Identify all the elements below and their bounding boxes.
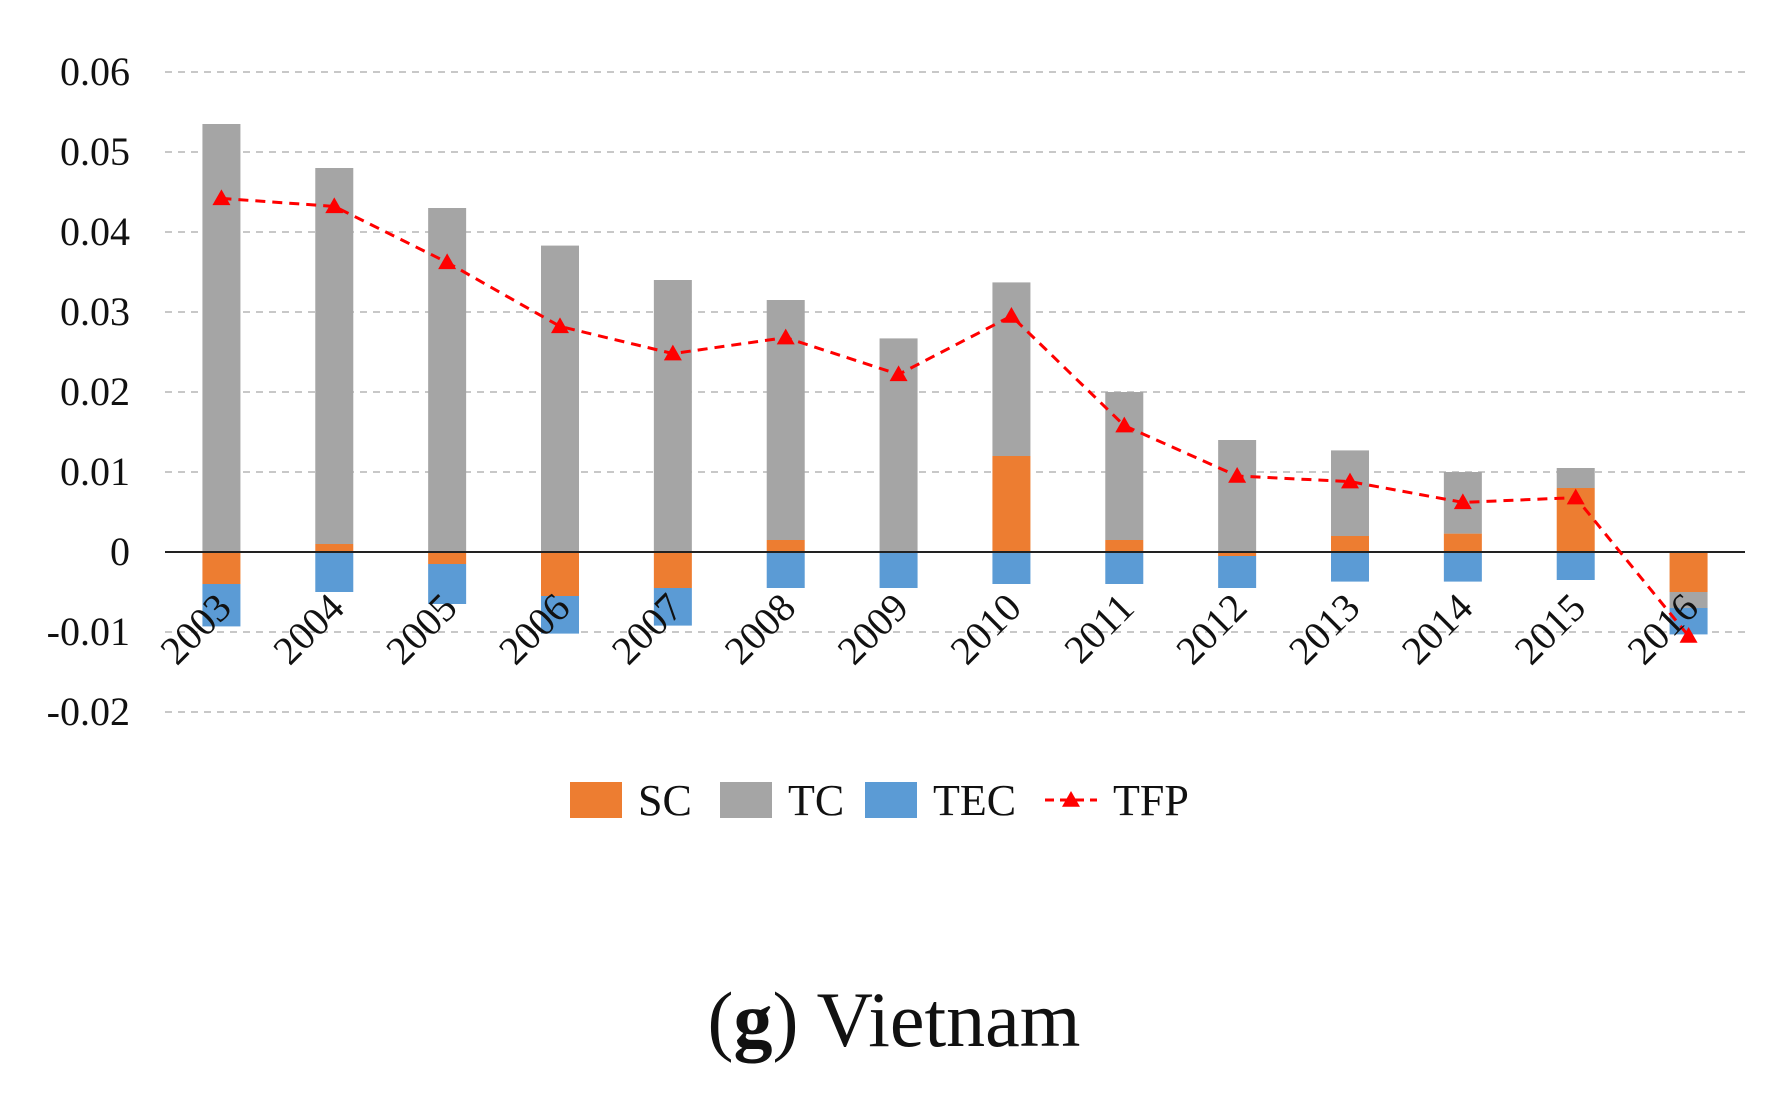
- legend-swatch-tec: [865, 782, 917, 818]
- bar-tec-2015: [1556, 552, 1595, 580]
- bar-tec-2008: [766, 552, 805, 588]
- tfp-series-line: [221, 196, 1690, 637]
- legend-swatch-tc: [720, 782, 772, 818]
- tfp-marker-2007: [663, 344, 682, 361]
- bar-tc-2016: [1669, 592, 1708, 608]
- tfp-marker-2016: [1679, 627, 1698, 643]
- tfp-marker-2003: [212, 189, 231, 206]
- caption-letter: g: [733, 976, 773, 1063]
- y-axis-tick-labels: 0.06 0.05 0.04 0.03 0.02 0.01 0 -0.01 -0.02: [47, 49, 130, 734]
- x-tick-label: 2011: [1055, 585, 1142, 672]
- bar-tc-2012: [1218, 440, 1257, 552]
- y-tick-label: 0: [110, 529, 130, 574]
- bar-sc-2016: [1669, 552, 1708, 592]
- legend-swatch-sc: [570, 782, 622, 818]
- tfp-marker-2011: [1115, 416, 1134, 433]
- y-tick-label: 0.03: [60, 289, 130, 334]
- legend: SC TC TEC TFP: [570, 776, 1189, 825]
- bar-sc-2003: [202, 552, 241, 584]
- y-tick-label: 0.06: [60, 49, 130, 94]
- chart: 0.060.050.040.030.020.010-0.01-0.02 2003…: [47, 49, 1745, 825]
- bar-tc-2013: [1331, 450, 1369, 536]
- x-tick-label: 2008: [716, 585, 804, 673]
- bar-tc-2015: [1556, 468, 1595, 488]
- bar-tc-2007: [653, 280, 692, 552]
- tfp-marker-2015: [1566, 488, 1585, 505]
- bar-tec-2006: [541, 596, 579, 634]
- caption-open-paren: (: [707, 976, 734, 1063]
- x-tick-label: 2013: [1280, 585, 1368, 673]
- bar-tec-2011: [1105, 552, 1144, 584]
- tfp-marker-2013: [1341, 472, 1359, 489]
- figure-caption: (g) Vietnam: [0, 975, 1788, 1065]
- tfp-marker-2006: [551, 317, 569, 334]
- tfp-marker-2009: [889, 365, 908, 382]
- bar-tec-2013: [1331, 552, 1369, 582]
- tfp-marker-2012: [1228, 467, 1247, 483]
- x-axis-tick-labels: 2003 2004 2005 2006 2007 2008 2009 2010 2011 2012…: [151, 585, 1707, 673]
- bar-sc-2012: [1218, 552, 1257, 556]
- bar-sc-2005: [428, 552, 467, 564]
- tfp-marker-2010: [1002, 307, 1021, 323]
- tfp-marker-2004: [325, 197, 344, 214]
- bar-tec-2010: [992, 552, 1031, 584]
- bar-tec-2012: [1218, 556, 1257, 588]
- tfp-line: [212, 189, 1698, 643]
- tfp-marker-2014: [1453, 493, 1472, 510]
- x-tick-label: 2009: [829, 585, 917, 673]
- bar-sc-2011: [1105, 540, 1144, 552]
- y-tick-label: 0.01: [60, 449, 130, 494]
- bar-sc-2008: [766, 540, 805, 552]
- bar-tec-2007: [653, 588, 692, 626]
- y-tick-label: 0.05: [60, 129, 130, 174]
- tfp-marker-2005: [438, 253, 457, 270]
- x-tick-label: 2015: [1506, 585, 1594, 673]
- legend-label-tfp: TFP: [1113, 776, 1189, 825]
- bar-tec-2003: [202, 584, 241, 627]
- bar-sc-2013: [1331, 536, 1369, 552]
- bar-tc-2003: [202, 124, 241, 552]
- caption-title: Vietnam: [816, 976, 1081, 1063]
- bar-tec-2009: [879, 552, 918, 588]
- bar-sc-2014: [1443, 533, 1482, 552]
- legend-label-tec: TEC: [933, 776, 1016, 825]
- y-tick-label: 0.04: [60, 209, 130, 254]
- legend-marker-tfp: [1062, 791, 1080, 807]
- bar-sc-2007: [653, 552, 692, 588]
- caption-close-paren: ): [772, 976, 799, 1063]
- x-tick-label: 2004: [264, 585, 352, 673]
- bar-tec-2004: [315, 552, 354, 592]
- x-tick-label: 2014: [1393, 585, 1481, 673]
- y-tick-label: -0.01: [47, 609, 130, 654]
- tfp-marker-2008: [776, 328, 795, 345]
- legend-label-tc: TC: [788, 776, 844, 825]
- y-tick-label: -0.02: [47, 689, 130, 734]
- bar-sc-2010: [992, 456, 1031, 552]
- y-tick-label: 0.02: [60, 369, 130, 414]
- x-tick-label: 2010: [941, 585, 1029, 673]
- bar-tc-2006: [541, 245, 579, 552]
- legend-label-sc: SC: [638, 776, 692, 825]
- bar-tec-2014: [1443, 552, 1482, 582]
- bar-sc-2006: [541, 552, 579, 596]
- bars: [202, 124, 1708, 635]
- bar-tc-2004: [315, 168, 354, 544]
- bar-sc-2004: [315, 544, 354, 552]
- bar-tec-2005: [428, 564, 467, 604]
- x-tick-label: 2012: [1167, 585, 1255, 673]
- bar-tc-2011: [1105, 392, 1144, 540]
